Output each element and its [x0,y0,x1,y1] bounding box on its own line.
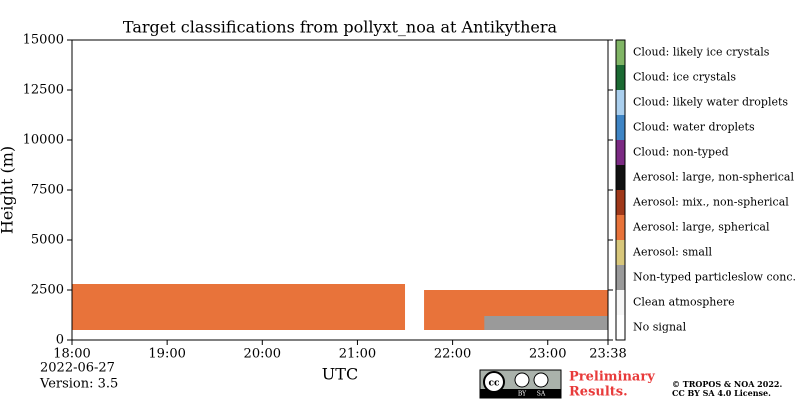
legend-swatch [616,290,625,315]
legend-swatch [616,90,625,115]
legend-label: Clean atmosphere [633,296,735,309]
legend-swatch [616,190,625,215]
legend-label: Cloud: water droplets [633,121,755,134]
legend-label: Cloud: likely ice crystals [633,46,770,59]
legend-label: Cloud: non-typed [633,146,729,159]
y-tick-label: 2500 [31,283,64,298]
legend-swatch [616,165,625,190]
region [72,284,406,330]
badge-sa: SA [537,391,546,398]
badge-sa-icon [533,372,549,388]
legend-label: Aerosol: small [632,246,712,259]
license-badge: cc BY SA [479,369,562,399]
legend-swatch [616,65,625,90]
region [484,316,608,330]
legend-label: No signal [633,321,687,334]
chart-title: Target classifications from pollyxt_noa … [123,18,558,37]
legend-swatch [616,140,625,165]
badge-strip [480,389,561,398]
y-tick-label: 15000 [23,33,64,48]
legend-label: Non-typed particleslow conc. [633,271,796,284]
copyright: © TROPOS & NOA 2022. [672,379,782,389]
legend-label: Aerosol: large, non-spherical [632,171,794,184]
legend-swatch [616,240,625,265]
legend-label: Aerosol: mix., non-spherical [632,196,789,209]
legend-swatch [616,215,625,240]
badge-cc-icon [483,371,505,393]
x-tick-label: 18:00 [53,347,90,362]
badge-by-icon [514,372,530,388]
legend-swatch [616,265,625,290]
badge-by: BY [518,391,527,398]
x-tick-label: 21:00 [339,347,376,362]
y-axis-label: Height (m) [0,146,17,234]
preliminary: Preliminary [569,370,655,385]
legend-label: Cloud: ice crystals [633,71,736,84]
y-tick-label: 0 [56,333,64,348]
version: Version: 3.5 [39,377,118,392]
date: 2022-06-27 [40,361,115,376]
legend-swatch [616,315,625,340]
preliminary: Results. [569,385,628,400]
legend-swatch [616,40,625,65]
x-tick-label: 19:00 [148,347,185,362]
x-tick-label: 22:00 [434,347,471,362]
copyright: CC BY SA 4.0 License. [672,388,771,398]
legend-label: Aerosol: large, spherical [632,221,770,234]
x-tick-label: 23:38 [589,347,626,362]
legend-frame [615,39,626,341]
legend-swatch [616,115,625,140]
y-tick-label: 12500 [23,83,64,98]
x-tick-label: 20:00 [244,347,281,362]
badge-cc: cc [489,379,500,389]
y-tick-label: 7500 [31,183,64,198]
y-tick-label: 10000 [23,133,64,148]
legend-label: Cloud: likely water droplets [633,96,788,109]
x-tick-label: 23:00 [529,347,566,362]
y-tick-label: 5000 [31,233,64,248]
x-axis-label: UTC [322,365,358,384]
